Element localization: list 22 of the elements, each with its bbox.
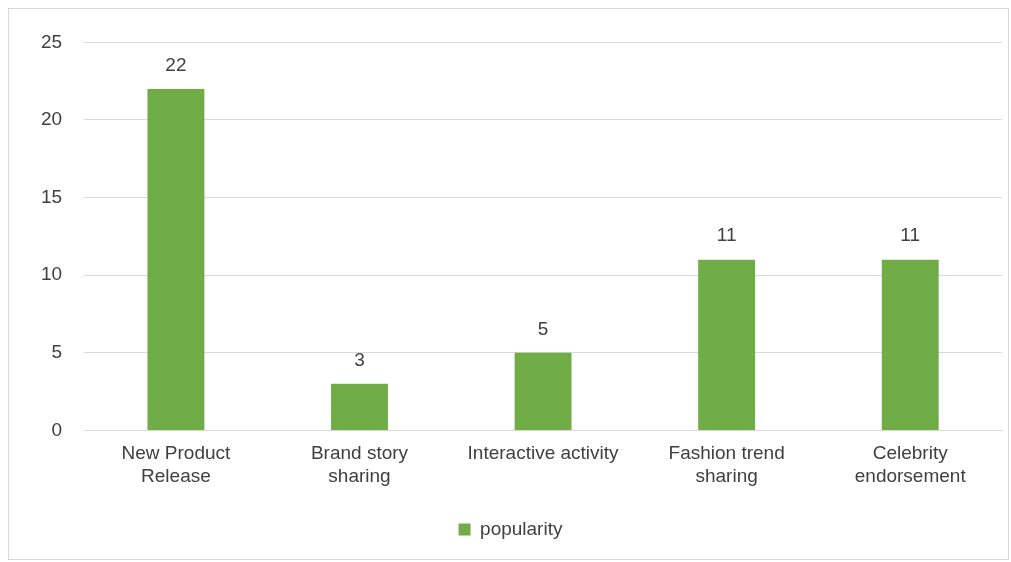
y-tick-label: 20 [40,108,63,130]
x-tick-label: New Product Release [121,442,232,486]
bar [514,352,572,430]
data-label: 11 [900,224,921,246]
data-label: 3 [354,348,365,370]
bar [881,259,939,430]
x-tick-label: Interactive activity [467,442,620,464]
y-tick-label: 5 [51,341,63,363]
bar [147,88,205,430]
y-tick-label: 15 [40,185,63,207]
legend-label: popularity [480,517,563,539]
bar [698,259,756,430]
data-label: 11 [716,224,737,246]
x-tick-label: Fashion trend sharing [668,442,785,486]
data-label: 22 [165,53,187,75]
y-tick-label: 25 [40,30,63,52]
y-tick-label: 0 [51,418,63,440]
data-label: 5 [537,317,549,339]
bar [331,383,388,430]
y-tick-label: 10 [40,263,63,285]
x-tick-label: Celebrity endorsement [854,442,967,486]
x-tick-label: Brand story sharing [310,442,409,486]
